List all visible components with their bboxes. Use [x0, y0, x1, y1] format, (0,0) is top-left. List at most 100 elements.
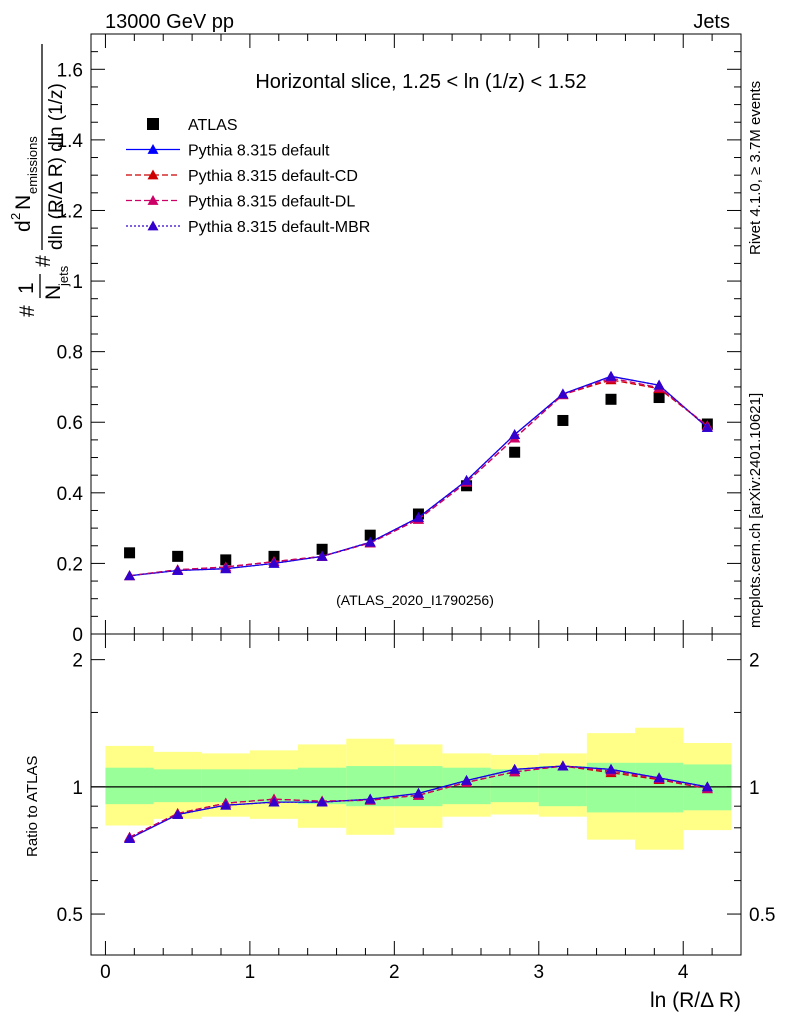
series-marker	[364, 536, 376, 547]
series-marker	[557, 388, 569, 399]
legend-entry: Pythia 8.315 default	[126, 143, 330, 160]
ratio-panel: 0.5 0.5 1 1 2 2 0 1 2 3 4 ln (R/Δ R) Ratio to ATLAS	[24, 633, 775, 1012]
main-y-tick-label: 1.6	[57, 60, 83, 81]
main-y-tick-label: 1	[72, 272, 83, 293]
rivet-version-label: Rivet 4.1.0, ≥ 3.7M events	[747, 81, 764, 255]
legend-triangle-marker	[147, 195, 159, 205]
series-line	[129, 377, 708, 577]
ratio-series-marker	[412, 787, 424, 798]
ylabel-hash: #	[32, 255, 55, 267]
main-panel: 0 0.2 0.4 0.6 0.8 1 1.2 1.4 1.6 Horizontal slice,…	[57, 33, 742, 646]
legend-entry: Pythia 8.315 default-DL	[126, 194, 355, 211]
ylabel-njets-sub: jets	[56, 265, 71, 287]
ylabel-prefix: #	[16, 305, 39, 317]
ylabel-d-sup: 2	[8, 213, 23, 220]
series-marker	[605, 370, 617, 381]
ratio-series-marker	[653, 772, 665, 783]
ylabel-denominator: dln (R/Δ R) dln (1/z)	[46, 83, 67, 250]
ylabel-njets-n: N	[42, 285, 65, 300]
series-default	[124, 370, 713, 581]
uncertainty-band-inner	[153, 769, 202, 803]
ratio-y-tick-label-right: 1	[749, 778, 760, 799]
series-dl	[124, 372, 713, 581]
legend-label: Pythia 8.315 default-MBR	[188, 219, 370, 236]
atlas-data-point	[124, 547, 136, 559]
ratio-series-marker	[220, 799, 232, 810]
ratio-series-marker	[605, 763, 617, 774]
ratio-y-axis-label: Ratio to ATLAS	[24, 756, 41, 857]
main-y-tick-label: 0.6	[57, 413, 83, 434]
ratio-y-tick-label-left: 1	[72, 778, 83, 799]
series-marker	[701, 422, 713, 432]
x-tick-label: 3	[533, 962, 544, 983]
ratio-frame	[90, 633, 742, 956]
ratio-series-marker	[316, 796, 328, 807]
series-marker	[172, 564, 184, 575]
atlas-data-point	[509, 446, 521, 458]
ratio-y-tick-label-right: 2	[749, 651, 760, 672]
legend-square-marker	[147, 118, 159, 130]
energy-label: 13000 GeV pp	[105, 11, 234, 33]
ratio-series-marker	[461, 775, 473, 785]
plot-title: Horizontal slice, 1.25 < ln (1/z) < 1.52	[255, 71, 586, 93]
ratio-series-marker	[557, 760, 569, 771]
ratio-series-mbr	[124, 760, 713, 843]
ratio-series-marker	[268, 796, 280, 807]
uncertainty-band-inner	[201, 769, 250, 803]
series-marker	[316, 550, 328, 561]
atlas-data-point	[172, 550, 184, 562]
ylabel-n: N	[12, 195, 35, 210]
mcplots-label: mcplots.cern.ch [arXiv:2401.10621]	[747, 393, 764, 628]
series-cd	[124, 374, 713, 581]
main-y-tick-label: 1.2	[57, 201, 83, 222]
legend-label: ATLAS	[188, 117, 238, 134]
x-tick-label: 1	[245, 962, 256, 983]
atlas-data-point	[557, 414, 569, 426]
atlas-data-point	[605, 393, 617, 405]
legend-entry: ATLAS	[147, 117, 238, 134]
series-marker	[220, 563, 232, 574]
uncertainty-band-inner	[105, 767, 154, 805]
legend-entry: Pythia 8.315 default-CD	[126, 168, 358, 185]
legend-triangle-marker	[147, 144, 159, 154]
legend-label: Pythia 8.315 default-CD	[188, 168, 358, 185]
atlas-data-point	[653, 392, 665, 404]
jets-label: Jets	[693, 11, 730, 33]
main-y-tick-label: 1.4	[57, 131, 84, 152]
series-mbr	[124, 370, 713, 581]
analysis-watermark: (ATLAS_2020_I1790256)	[336, 592, 494, 608]
atlas-data-point	[316, 543, 328, 555]
legend-label: Pythia 8.315 default-DL	[188, 194, 355, 211]
main-y-tick-label: 0.8	[57, 343, 83, 364]
legend-triangle-marker	[147, 220, 159, 231]
series-marker	[412, 512, 424, 522]
main-y-tick-label: 0.2	[57, 554, 83, 575]
series-data	[124, 392, 713, 566]
x-axis-label: ln (R/Δ R)	[650, 989, 741, 1012]
atlas-data-point	[220, 554, 232, 566]
legend: ATLAS Pythia 8.315 default Pythia 8.315 de…	[126, 117, 370, 236]
x-tick-label: 2	[389, 962, 400, 983]
ylabel-one: 1	[15, 282, 38, 294]
uncertainty-band-inner	[394, 766, 443, 807]
series-line	[129, 379, 708, 577]
series-line	[129, 375, 708, 577]
header: 13000 GeV pp Jets	[105, 11, 730, 33]
main-y-tick-label: 0	[72, 625, 83, 646]
main-y-tick-label: 0.4	[57, 484, 84, 505]
series-marker	[461, 474, 473, 485]
ratio-y-tick-label-left: 2	[72, 651, 83, 672]
legend-entry: Pythia 8.315 default-MBR	[126, 219, 370, 236]
series-marker	[124, 570, 136, 581]
ratio-series-marker	[701, 781, 713, 792]
ratio-series-marker	[124, 832, 136, 843]
uncertainty-band-inner	[538, 766, 587, 807]
ylabel-n-sub: emissions	[25, 136, 40, 194]
series-marker	[268, 557, 280, 568]
ratio-series-marker	[364, 793, 376, 804]
uncertainty-band-inner	[635, 762, 684, 813]
x-tick-label: 4	[678, 962, 689, 983]
